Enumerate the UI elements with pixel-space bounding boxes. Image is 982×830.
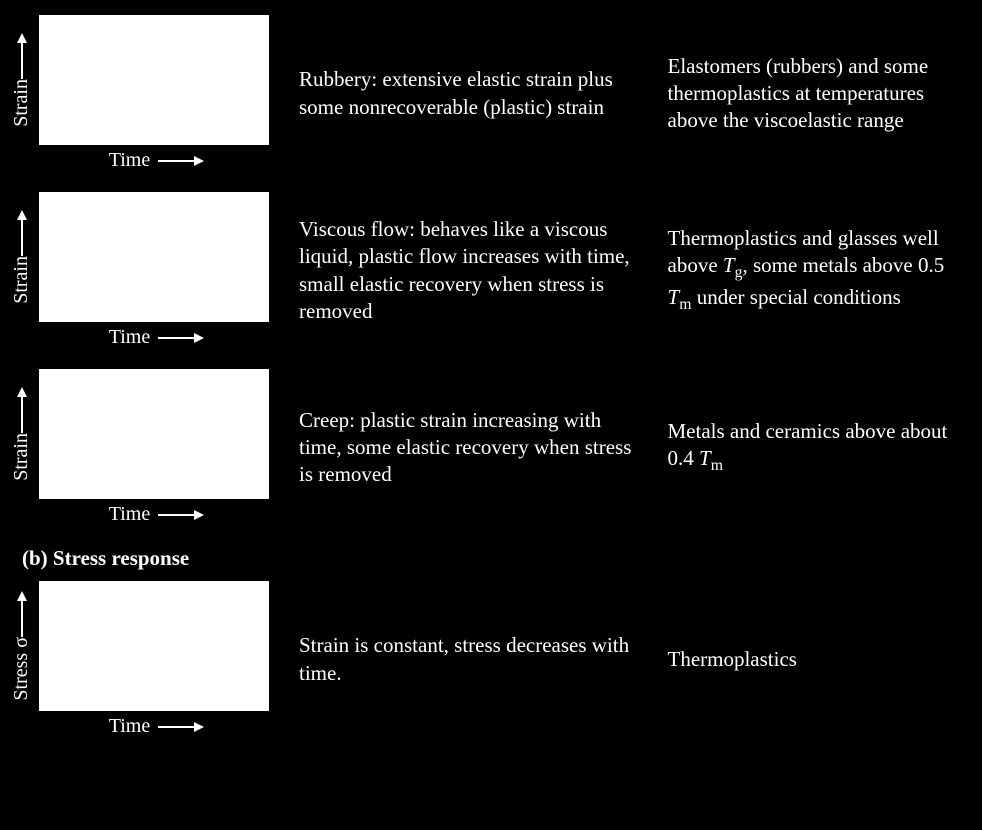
x-axis-label: Time	[109, 715, 151, 738]
y-axis-label: Strain	[10, 256, 33, 304]
arrow-right-icon	[158, 720, 204, 734]
materials-text: Thermoplastics	[668, 646, 963, 673]
row-viscous: Strain Time Viscous flow: behaves like a…	[10, 192, 962, 349]
graph-stress: Stress σ Time	[10, 581, 269, 738]
row-rubbery: Strain Time Rubbery: extensive elastic s…	[10, 15, 962, 172]
plot-area	[39, 581, 269, 711]
arrow-up-icon	[15, 33, 29, 79]
materials-text: Thermoplastics and glasses well above Tg…	[668, 225, 963, 316]
arrow-up-icon	[15, 591, 29, 637]
arrow-right-icon	[158, 508, 204, 522]
graph-rubbery: Strain Time	[10, 15, 269, 172]
description-text: Strain is constant, stress decreases wit…	[299, 632, 648, 687]
arrow-up-icon	[15, 210, 29, 256]
row-stress-response: Stress σ Time Strain is constant, stress…	[10, 581, 962, 738]
section-b-header: (b) Stress response	[22, 546, 962, 571]
materials-text: Metals and ceramics above about 0.4 Tm	[668, 418, 963, 477]
row-creep: Strain Time Creep: plastic strain increa…	[10, 369, 962, 526]
x-axis-label: Time	[109, 149, 151, 172]
y-axis-label: Stress σ	[10, 637, 33, 701]
description-text: Creep: plastic strain increasing with ti…	[299, 407, 648, 489]
arrow-right-icon	[158, 154, 204, 168]
x-axis-label: Time	[109, 503, 151, 526]
materials-text: Elastomers (rubbers) and some thermoplas…	[668, 53, 963, 135]
plot-area	[39, 369, 269, 499]
graph-creep: Strain Time	[10, 369, 269, 526]
y-axis-label: Strain	[10, 433, 33, 481]
description-text: Viscous flow: behaves like a viscous liq…	[299, 216, 648, 325]
y-axis-label: Strain	[10, 79, 33, 127]
plot-area	[39, 15, 269, 145]
graph-viscous: Strain Time	[10, 192, 269, 349]
arrow-right-icon	[158, 331, 204, 345]
description-text: Rubbery: extensive elastic strain plus s…	[299, 66, 648, 121]
plot-area	[39, 192, 269, 322]
arrow-up-icon	[15, 387, 29, 433]
x-axis-label: Time	[109, 326, 151, 349]
